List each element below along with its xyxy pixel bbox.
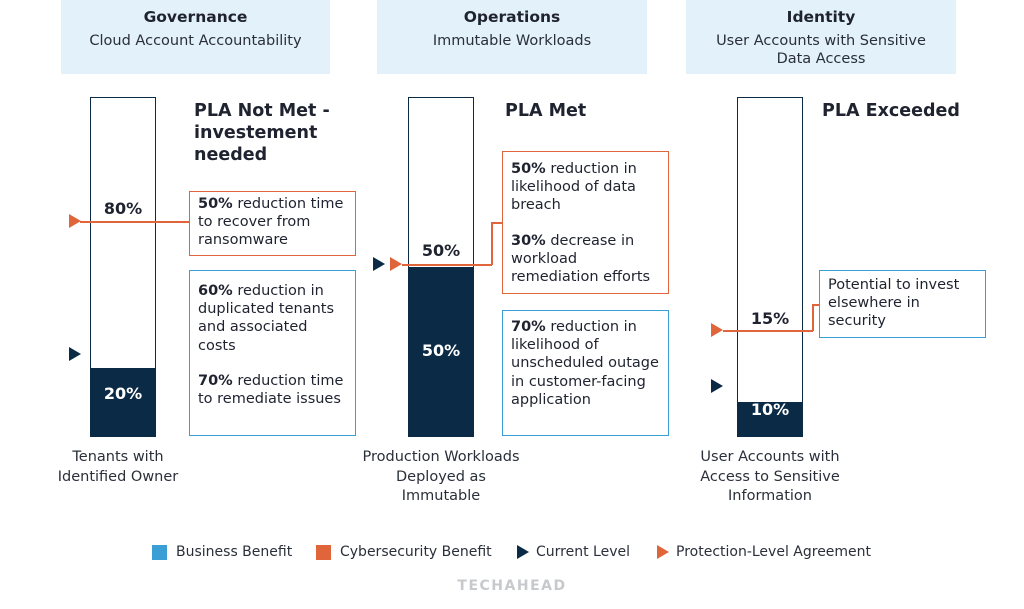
legend-business-swatch [152, 545, 167, 560]
identity-pla-connector-top [812, 304, 820, 306]
legend-pla-icon [657, 545, 669, 559]
operations-current-marker-icon [373, 257, 385, 271]
governance-header: Governance Cloud Account Accountability [61, 0, 330, 74]
operations-caption: Production Workloads Deployed as Immutab… [362, 449, 520, 504]
identity-current-label: 10% [750, 400, 790, 419]
legend-cyber-swatch [316, 545, 331, 560]
identity-status: PLA Exceeded [822, 101, 960, 121]
brand-logo: TECHAHEAD [457, 578, 567, 594]
operations-cyber-item: 30% decrease in workload remediation eff… [511, 232, 651, 286]
identity-pla-label: 15% [750, 309, 790, 328]
identity-pla-connector [812, 304, 814, 331]
legend-current-icon [517, 545, 529, 559]
governance-business-item: 60% reduction in duplicated tenants and … [198, 283, 335, 354]
identity-pla-line [723, 330, 813, 332]
operations-current-label: 50% [421, 341, 461, 360]
governance-caption: Tenants with Identified Owner [57, 449, 179, 485]
identity-business-box: Potential to invest elsewhere in securit… [819, 270, 986, 338]
legend-current-label: Current Level [536, 544, 630, 560]
governance-pla-label: 80% [103, 199, 143, 218]
governance-cyber-box: 50% reduction time to recover from ranso… [189, 191, 356, 256]
identity-caption: User Accounts with Access to Sensitive I… [700, 449, 840, 504]
operations-pla-connector-top [491, 222, 503, 224]
operations-header-subtitle: Immutable Workloads [432, 33, 592, 49]
operations-header: Operations Immutable Workloads [377, 0, 647, 74]
identity-header-title: Identity [786, 8, 856, 26]
identity-header: Identity User Accounts with Sensitive Da… [686, 0, 956, 74]
legend-business-label: Business Benefit [176, 544, 293, 560]
governance-current-label: 20% [103, 384, 143, 403]
operations-pla-label: 50% [421, 241, 461, 260]
operations-business-box: 70% reduction in likelihood of unschedul… [502, 310, 669, 436]
governance-pla-marker-icon [69, 214, 81, 228]
legend-pla-label: Protection-Level Agreement [676, 544, 872, 560]
operations-cyber-item: 50% reduction in likelihood of data brea… [511, 161, 637, 214]
operations-pla-connector [491, 222, 493, 265]
operations-pla-line [402, 264, 492, 266]
governance-business-box: 60% reduction in duplicated tenants and … [189, 270, 356, 436]
governance-header-subtitle: Cloud Account Accountability [89, 33, 302, 49]
governance-pla-line [80, 221, 190, 223]
legend: Business Benefit Cybersecurity Benefit C… [0, 543, 1024, 563]
identity-bar [737, 97, 803, 437]
operations-status: PLA Met [505, 101, 587, 121]
operations-current-fill [409, 267, 473, 436]
governance-status: PLA Not Met - investement needed [194, 101, 330, 165]
operations-pla-marker-icon [390, 257, 402, 271]
legend-cyber-label: Cybersecurity Benefit [340, 544, 492, 560]
operations-header-title: Operations [463, 8, 561, 26]
operations-cyber-box: 50% reduction in likelihood of data brea… [502, 151, 669, 294]
operations-bar [408, 97, 474, 437]
governance-business-item: 70% reduction time to remediate issues [198, 372, 344, 408]
identity-business-item: Potential to invest elsewhere in securit… [828, 277, 960, 330]
identity-pla-marker-icon [711, 323, 723, 337]
identity-current-marker-icon [711, 379, 723, 393]
governance-current-marker-icon [69, 347, 81, 361]
identity-header-subtitle: User Accounts with Sensitive Data Access [716, 33, 926, 67]
governance-cyber-item: 50% reduction time to recover from ranso… [198, 196, 344, 249]
identity-current-fill [738, 402, 802, 436]
governance-current-fill [91, 368, 155, 436]
governance-header-title: Governance [143, 8, 248, 26]
governance-bar [90, 97, 156, 437]
operations-business-item: 70% reduction in likelihood of unschedul… [511, 319, 659, 408]
